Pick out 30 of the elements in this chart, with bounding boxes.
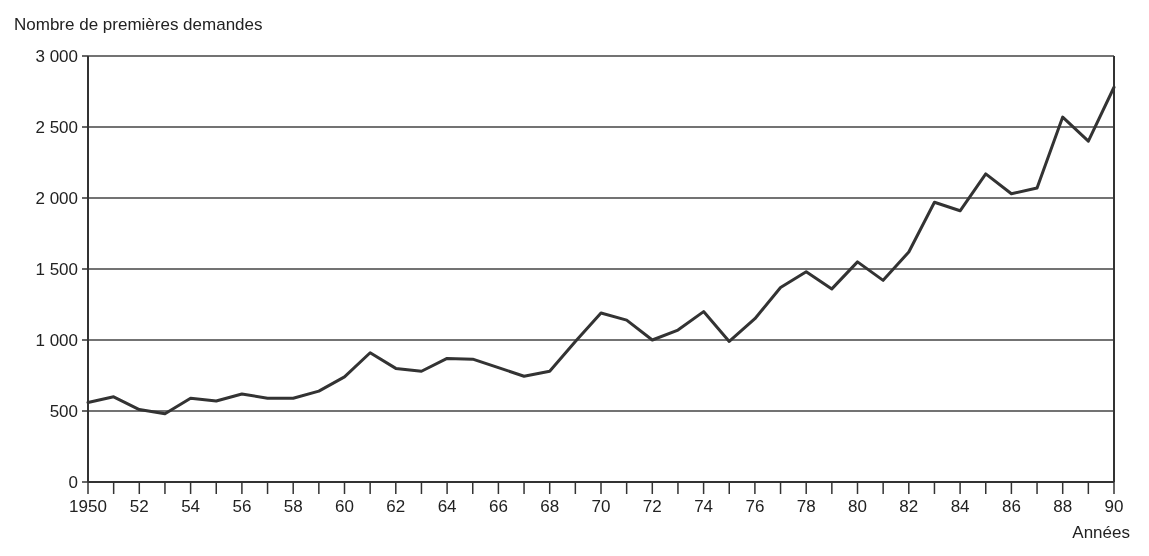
x-tick-label: 58 xyxy=(283,497,303,516)
x-axis-title: Années xyxy=(1072,523,1130,542)
x-tick-label: 82 xyxy=(899,497,919,516)
y-tick-label: 500 xyxy=(49,401,78,421)
y-tick-label: 3 000 xyxy=(35,46,78,66)
x-tick-label: 54 xyxy=(181,497,201,516)
y-tick-label: 0 xyxy=(68,472,78,492)
y-tick-label: 1 500 xyxy=(35,259,78,279)
y-tick-label: 2 500 xyxy=(35,117,78,137)
x-tick-label: 60 xyxy=(335,497,354,516)
x-tick-label: 90 xyxy=(1104,497,1124,516)
x-tick-label: 84 xyxy=(950,497,970,516)
y-axis-title: Nombre de premières demandes xyxy=(14,15,263,34)
x-tick-label: 70 xyxy=(591,497,611,516)
x-tick-label: 68 xyxy=(540,497,560,516)
x-tick-label: 62 xyxy=(386,497,406,516)
y-tick-label: 1 000 xyxy=(35,330,78,350)
x-tick-label: 80 xyxy=(848,497,867,516)
x-tick-label: 72 xyxy=(642,497,662,516)
x-tick-label: 88 xyxy=(1053,497,1073,516)
x-tick-label: 78 xyxy=(796,497,816,516)
x-tick-label: 56 xyxy=(232,497,252,516)
x-tick-label: 76 xyxy=(745,497,765,516)
x-tick-label: 86 xyxy=(1001,497,1021,516)
x-tick-label: 1950 xyxy=(69,497,107,516)
y-tick-label: 2 000 xyxy=(35,188,78,208)
x-tick-label: 74 xyxy=(694,497,714,516)
x-tick-label: 66 xyxy=(488,497,508,516)
x-tick-label: 64 xyxy=(437,497,457,516)
x-tick-label: 52 xyxy=(129,497,149,516)
